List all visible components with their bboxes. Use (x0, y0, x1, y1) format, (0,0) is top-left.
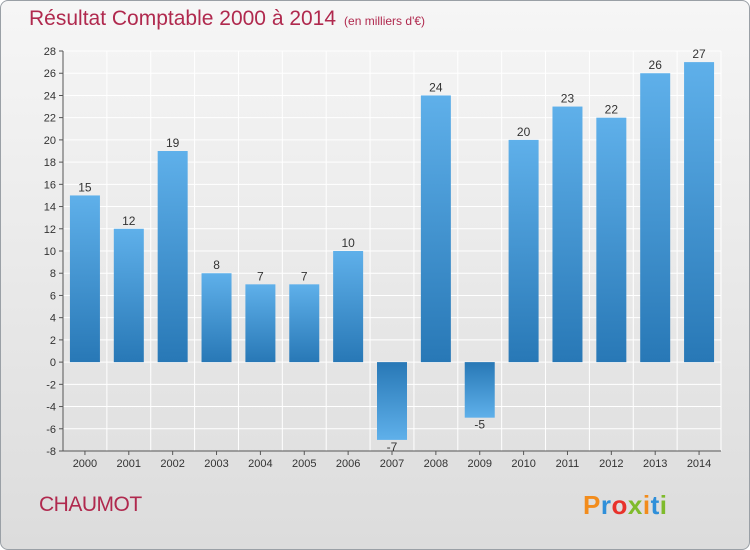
data-label-2006: 10 (341, 236, 355, 250)
bar-2005 (289, 284, 320, 363)
data-label-2012: 22 (605, 103, 619, 117)
bar-2000 (69, 195, 100, 363)
bar-2012 (596, 117, 627, 363)
chart-subtitle: (en milliers d'€) (344, 14, 426, 28)
bar-2007 (377, 362, 407, 440)
x-tick-label-2014: 2014 (687, 458, 711, 470)
x-tick-label-2002: 2002 (160, 458, 184, 470)
data-label-2002: 19 (166, 136, 180, 150)
y-tick-label: -6 (46, 424, 56, 436)
data-label-2007: -7 (387, 440, 398, 454)
x-tick-label-2003: 2003 (204, 458, 228, 470)
x-tick-label-2007: 2007 (380, 458, 404, 470)
commune-name: CHAUMOT (39, 493, 142, 516)
data-label-2003: 8 (213, 258, 220, 272)
y-tick-label: 14 (44, 202, 56, 214)
data-label-2008: 24 (429, 80, 443, 94)
data-label-2000: 15 (78, 180, 92, 194)
y-tick-label: 20 (44, 135, 56, 147)
chart-title-text: Résultat Comptable 2000 à 2014 (29, 7, 337, 30)
logo-letter: x (627, 490, 643, 520)
x-tick-label-2013: 2013 (643, 458, 667, 470)
y-tick-label: -8 (46, 446, 56, 458)
x-tick-label-2009: 2009 (467, 458, 491, 470)
bar-2011 (552, 106, 583, 363)
chart-title: Résultat Comptable 2000 à 2014 (en millie… (29, 7, 425, 31)
logo-letter: P (583, 490, 601, 520)
bar-2004 (245, 284, 276, 363)
x-tick-label-2011: 2011 (556, 458, 580, 470)
bar-2002 (157, 151, 188, 363)
data-label-2009: -5 (474, 418, 485, 432)
data-labels: 15 12 19 8 7 7 10 -7 24 -5 20 23 22 26 27 (78, 47, 706, 454)
x-tick-label-2006: 2006 (336, 458, 360, 470)
data-label-2001: 12 (122, 214, 136, 228)
y-tick-label: 8 (50, 268, 56, 280)
y-tick-label: 24 (44, 90, 56, 102)
x-tick-label-2001: 2001 (117, 458, 141, 470)
x-tick-label-2008: 2008 (424, 458, 448, 470)
data-label-2011: 23 (561, 92, 575, 106)
x-tick-label-2010: 2010 (511, 458, 535, 470)
y-tick-label: 6 (50, 290, 56, 302)
y-tick-label: 22 (44, 113, 56, 125)
axes (59, 50, 721, 455)
x-tick-labels: 2000 2001 2002 2003 2004 2005 2006 2007 2008 2009… (73, 458, 712, 470)
bar-2006 (333, 251, 364, 363)
logo-letter: i (642, 490, 651, 520)
y-tick-label: 28 (44, 46, 56, 58)
bar-2013 (640, 73, 671, 363)
y-tick-label: 0 (50, 357, 56, 369)
y-tick-label: 26 (44, 68, 56, 80)
x-tick-label-2005: 2005 (292, 458, 316, 470)
bar-2010 (508, 139, 539, 363)
y-tick-label: -4 (46, 402, 56, 414)
proxiti-logo: Proxiti (583, 490, 667, 521)
x-tick-label-2004: 2004 (248, 458, 272, 470)
bar-2009 (464, 362, 495, 418)
y-tick-label: -2 (46, 379, 56, 391)
logo-letter: o (611, 490, 628, 520)
data-label-2013: 26 (649, 58, 663, 72)
bars (69, 62, 715, 440)
data-label-2004: 7 (257, 269, 264, 283)
data-label-2014: 27 (692, 47, 706, 61)
data-label-2010: 20 (517, 125, 531, 139)
y-tick-label: 18 (44, 157, 56, 169)
bar-2014 (684, 62, 715, 363)
bar-2001 (113, 228, 144, 363)
logo-letter: r (600, 490, 612, 520)
y-tick-label: 2 (50, 335, 56, 347)
logo-letter: i (659, 490, 668, 520)
logo-letter: t (650, 490, 660, 520)
y-tick-label: 16 (44, 179, 56, 191)
y-tick-label: 4 (50, 313, 56, 325)
y-tick-label: 12 (44, 224, 56, 236)
y-tick-label: 10 (44, 246, 56, 258)
bar-2003 (201, 273, 232, 363)
bar-2008 (420, 95, 451, 363)
x-tick-label-2000: 2000 (73, 458, 97, 470)
data-label-2005: 7 (301, 269, 308, 283)
x-tick-label-2012: 2012 (599, 458, 623, 470)
